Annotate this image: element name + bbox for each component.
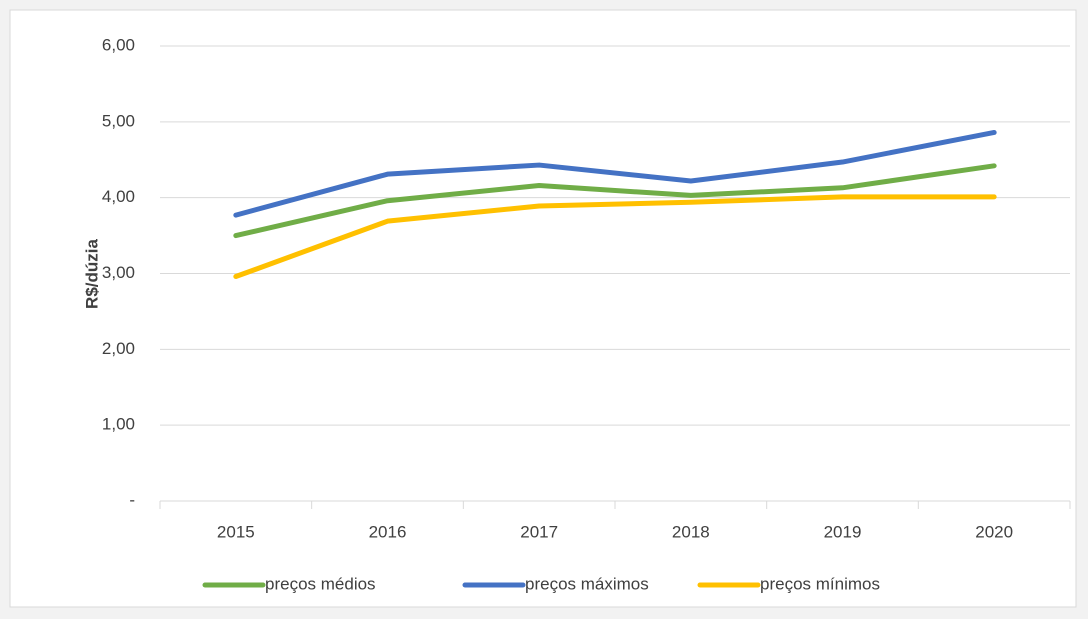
line-series [233,194,997,280]
x-tick-label: 2016 [369,522,407,541]
x-tick-label: 2017 [520,522,558,541]
x-tick-label: 2018 [672,522,710,541]
y-tick-label: 5,00 [102,111,135,130]
x-tick-label: 2015 [217,522,255,541]
y-tick-label: 2,00 [102,339,135,358]
y-tick-label: 3,00 [102,263,135,282]
legend-label: preços mínimos [760,574,880,593]
line-series [233,163,997,239]
chart-frame [9,9,1077,608]
y-axis-label: R$/dúzia [82,239,101,309]
x-tick-label: 2020 [975,522,1013,541]
x-tick-label: 2019 [824,522,862,541]
y-tick-label: - [129,490,135,509]
y-tick-label: 1,00 [102,415,135,434]
legend-label: preços máximos [525,574,649,593]
line-series [233,129,997,218]
legend-label: preços médios [265,574,376,593]
y-tick-label: 4,00 [102,187,135,206]
y-tick-label: 6,00 [102,35,135,54]
